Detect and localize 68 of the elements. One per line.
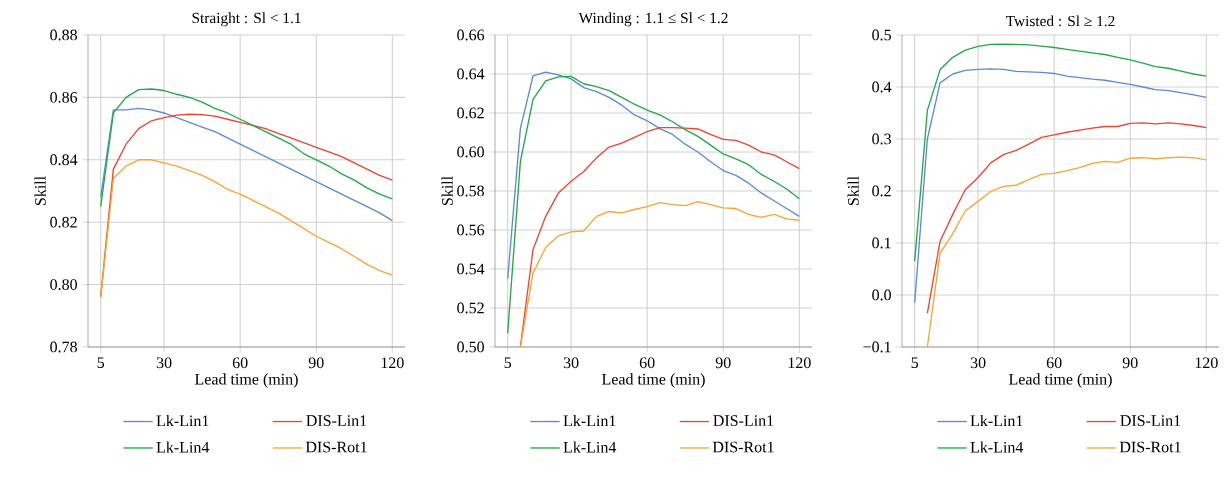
y-tick-label: 0.66 [457,29,485,41]
legend-label: Lk-Lin1 [970,414,1023,427]
legend-label: DIS-Lin1 [306,415,367,426]
y-tick-label: 0.0 [872,289,891,301]
x-tick-label: 30 [563,357,579,369]
chart-title: Twisted : Sl ≥ 1.2 [1005,15,1115,27]
y-tick-label: 0.1 [872,237,891,249]
y-tick-label: 0.60 [457,146,484,158]
y-tick-label: 0.88 [50,29,77,41]
x-tick-label: 5 [504,357,512,369]
y-tick-label: 0.52 [457,302,484,314]
legend-label: Lk-Lin4 [970,441,1024,453]
legend-label: Lk-Lin1 [156,414,209,427]
y-tick-label: 0.4 [872,81,892,93]
y-tick-label: 0.62 [457,107,484,119]
y-tick-label: 0.84 [50,154,78,166]
legend-label: DIS-Rot1 [1119,441,1181,453]
x-tick-label: 5 [911,357,919,369]
y-tick-label: 0.82 [50,216,77,228]
x-tick-label: 30 [156,357,172,369]
y-tick-label: 0.86 [50,91,78,103]
x-tick-label: 120 [1195,357,1218,369]
x-tick-label: 60 [232,357,248,369]
x-tick-label: 120 [381,357,404,369]
y-axis-title: Skill [441,176,453,206]
legend-label: DIS-Lin1 [713,415,774,426]
y-tick-label: 0.64 [457,68,485,80]
line-series [926,122,1207,314]
x-tick-label: 90 [308,357,324,369]
line-series [507,75,800,335]
y-tick-label: 0.58 [457,185,484,197]
legend-label: Lk-Lin4 [156,441,210,453]
legend-label: Lk-Lin4 [563,441,617,453]
line-series [914,43,1207,262]
x-tick-label: 30 [970,357,986,369]
line-series [507,71,800,280]
legend-label: DIS-Rot1 [305,441,367,453]
line-series [100,88,393,208]
y-tick-label: 0.78 [50,341,77,353]
legend-label: DIS-Rot1 [712,441,774,453]
y-tick-label: 0.3 [872,133,891,145]
line-series [926,156,1207,347]
x-tick-label: 60 [639,357,655,369]
x-tick-label: 90 [1122,357,1138,369]
chart-title: Straight : Sl < 1.1 [192,12,301,27]
chart-title: Winding : 1.1 ≤ Sl < 1.2 [578,12,728,27]
y-tick-label: 0.50 [457,341,484,353]
x-tick-label: 120 [788,357,811,369]
y-tick-label: 0.56 [457,224,485,236]
y-axis-title: Skill [847,176,859,206]
legend-label: Lk-Lin1 [563,414,616,427]
line-series [914,68,1207,304]
line-series [519,201,800,347]
line-series [100,159,393,298]
x-axis-title: Lead time (min) [194,373,298,388]
y-tick-label: 0.2 [872,185,891,197]
x-axis-title: Lead time (min) [1008,373,1112,388]
x-axis-title: Lead time (min) [601,373,705,388]
x-tick-label: 60 [1046,357,1062,369]
y-tick-label: 0.54 [457,263,485,275]
y-axis-title: Skill [34,176,46,206]
x-tick-label: 5 [97,357,105,369]
y-tick-label: 0.5 [872,29,891,41]
line-series [100,107,393,222]
y-tick-label: −0.1 [863,341,891,353]
y-tick-label: 0.80 [50,279,77,291]
legend-label: DIS-Lin1 [1120,415,1181,426]
x-tick-label: 90 [715,357,731,369]
